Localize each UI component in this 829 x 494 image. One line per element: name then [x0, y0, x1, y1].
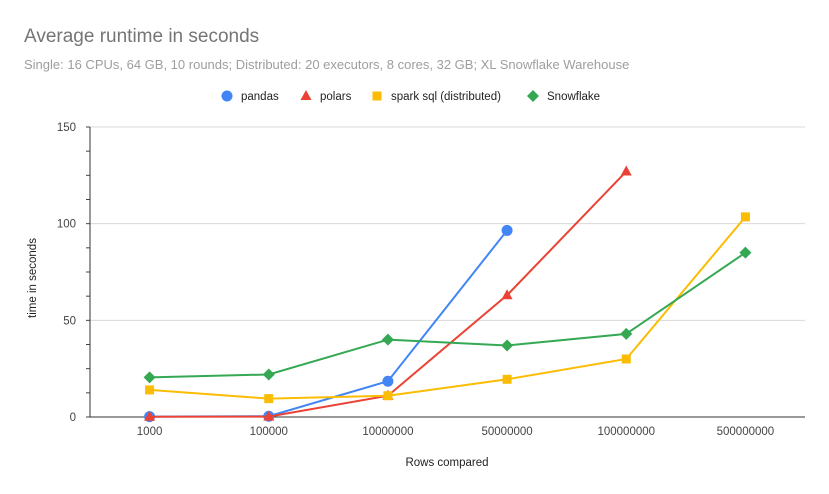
data-point	[739, 246, 752, 259]
data-point	[620, 165, 632, 176]
data-point	[501, 289, 513, 300]
data-point	[502, 374, 512, 384]
y-tick-label: 150	[57, 122, 76, 134]
data-point	[143, 371, 156, 384]
chart-subtitle: Single: 16 CPUs, 64 GB, 10 rounds; Distr…	[24, 57, 630, 72]
y-tick-label: 100	[57, 219, 76, 231]
legend-label: spark sql (distributed)	[391, 91, 501, 103]
data-point	[381, 333, 394, 346]
data-point	[263, 410, 275, 421]
series-line	[149, 229, 508, 418]
series-line	[149, 216, 747, 400]
data-point	[620, 327, 633, 340]
chart-title: Average runtime in seconds	[24, 26, 260, 47]
data-point	[144, 410, 156, 421]
legend-label: Snowflake	[547, 91, 600, 103]
legend-marker	[300, 90, 312, 100]
x-tick-label: 100000	[250, 426, 288, 438]
axes: 0 50 100 150 1000 100000 10000000 50000000 10000…	[57, 122, 805, 438]
x-tick-label: 100000000	[597, 426, 655, 438]
data-point	[264, 394, 274, 404]
data-point	[382, 375, 394, 387]
data-point	[501, 339, 514, 352]
series-spark-sql-distributed-	[145, 212, 750, 404]
legend-item: Snowflake	[527, 90, 600, 103]
series-group	[143, 165, 752, 423]
data-point	[383, 391, 393, 401]
legend-item: spark sql (distributed)	[372, 91, 501, 103]
legend-label: pandas	[241, 91, 279, 103]
series-line	[149, 251, 746, 379]
legend-marker	[527, 90, 539, 102]
legend-item: pandas	[221, 90, 279, 103]
series-snowflake	[143, 246, 752, 384]
legend-item: polars	[300, 90, 352, 103]
data-point	[621, 354, 631, 364]
series-pandas	[144, 224, 513, 423]
x-tick-label: 1000	[137, 426, 163, 438]
x-axis-title: Rows compared	[405, 457, 488, 469]
legend-label: polars	[320, 91, 352, 103]
data-point	[262, 368, 275, 381]
x-tick-label: 10000000	[362, 426, 413, 438]
y-axis-title: time in seconds	[27, 238, 39, 318]
legend: pandas polars spark sql (distributed) Snowf…	[221, 90, 600, 103]
data-point	[145, 385, 155, 395]
legend-marker	[221, 90, 233, 102]
y-tick-label: 0	[70, 412, 76, 424]
data-point	[501, 224, 513, 236]
x-tick-label: 50000000	[481, 426, 532, 438]
legend-marker	[372, 91, 382, 101]
gridlines	[90, 126, 805, 321]
x-tick-label: 500000000	[717, 426, 775, 438]
y-tick-label: 50	[63, 315, 76, 327]
data-point	[740, 212, 750, 222]
